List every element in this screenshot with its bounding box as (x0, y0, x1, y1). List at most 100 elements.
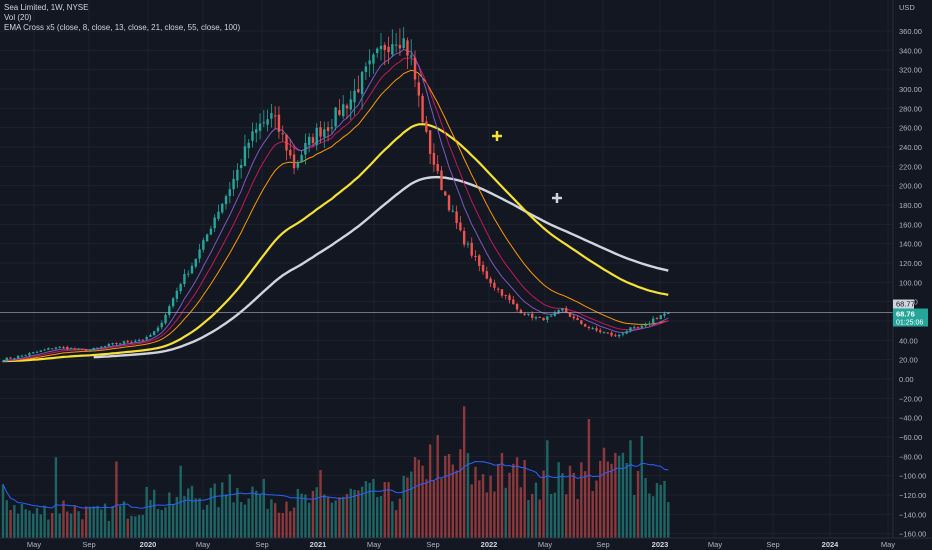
candle-body (364, 66, 368, 72)
volume-bar (323, 494, 326, 538)
candle-body (466, 243, 470, 245)
candle-body (179, 284, 182, 292)
volume-bar (73, 505, 77, 538)
volume-bar (9, 510, 12, 538)
time-axis[interactable]: May Sep 2020 May Sep 2021 May Sep 2022 May Sep 2023… (0, 537, 932, 549)
candle-body (168, 306, 171, 315)
candle-body (500, 289, 504, 296)
price-axis[interactable]: USD 360.00 340.00 320.00 300.00 280.00 260.00 2… (892, 0, 926, 550)
volume-bar (342, 496, 345, 538)
volume-bar (277, 512, 281, 538)
candle-body (523, 313, 526, 315)
volume-bar (221, 482, 224, 538)
volume-bar (111, 506, 114, 538)
x-tick-label: May (708, 540, 722, 549)
candle-body (13, 358, 16, 360)
volume-bar (141, 514, 145, 538)
volume-bar (153, 489, 156, 538)
volume-bar (489, 475, 492, 538)
legend-symbol[interactable]: Sea Limited, 1W, NYSE (4, 3, 89, 12)
candle-body (394, 44, 398, 46)
volume-bar (58, 513, 61, 538)
candle-body (43, 349, 46, 351)
candle-body (183, 274, 186, 285)
x-tick-label: May (196, 540, 210, 549)
candle-body (610, 332, 613, 336)
y-tick-label: −100.00 (899, 472, 926, 481)
volume-bar (88, 506, 92, 538)
y-tick-label: 100.00 (899, 278, 922, 287)
volume-bar (54, 457, 58, 538)
ema-21-line (2, 69, 669, 362)
volume-bar (636, 470, 640, 538)
candle-body (262, 122, 266, 124)
y-tick-label: 200.00 (899, 182, 922, 191)
candle-body (379, 45, 383, 50)
candle-body (323, 129, 326, 137)
volume-bar (134, 516, 137, 538)
volume-bar (315, 487, 318, 538)
candle-body (444, 191, 447, 196)
candle-body (602, 332, 606, 334)
volume-bar (667, 502, 670, 538)
candle-body (576, 318, 579, 320)
y-tick-label: −160.00 (899, 530, 926, 539)
candle-body (591, 327, 594, 329)
volume-bar (368, 482, 371, 538)
candle-body (239, 164, 243, 169)
volume-bar (485, 492, 489, 538)
price-label-1: 68.77 (893, 299, 915, 309)
volume-bar (394, 510, 398, 538)
candle-body (92, 347, 95, 351)
candle-body (413, 57, 417, 80)
y-tick-label: 120.00 (899, 259, 922, 268)
volume-bar (629, 440, 632, 538)
candle-body (565, 308, 568, 313)
candle-body (459, 222, 462, 231)
volume-bar (16, 513, 20, 538)
candles (1, 27, 670, 363)
candle-body (534, 317, 538, 319)
volume-bar (512, 463, 515, 538)
candle-body (171, 298, 175, 307)
volume-bar (35, 507, 39, 538)
volume-bar (319, 470, 322, 538)
volume-bar (580, 462, 583, 538)
volume-bar (644, 478, 647, 538)
legend-ema-cross[interactable]: EMA Cross x5 (close, 8, close, 13, close… (4, 23, 241, 32)
candle-body (406, 40, 409, 56)
y-tick-label: 220.00 (899, 162, 922, 171)
volume-bar (447, 454, 451, 538)
x-tick-label: Sep (426, 540, 439, 549)
volume-bar (292, 507, 296, 538)
candle-body (224, 196, 228, 205)
volume-bar (81, 519, 84, 538)
candle-body (32, 352, 35, 354)
candle-body (481, 264, 485, 272)
y-tick-label: −80.00 (899, 452, 922, 461)
candle-body (255, 129, 258, 133)
cross-marker-white (552, 193, 562, 203)
x-tick-label: Sep (766, 540, 779, 549)
volume-bar (383, 481, 386, 538)
volume-bar (217, 507, 220, 538)
volume-bar (255, 490, 258, 538)
volume-bar (595, 480, 598, 538)
candle-body (160, 322, 163, 328)
volume-bar (606, 461, 609, 538)
volume-bar (478, 480, 481, 538)
volume-bar (565, 494, 568, 538)
volume-bar (149, 499, 152, 538)
candle-body (315, 127, 318, 146)
candle-body (277, 114, 281, 132)
candle-body (519, 309, 523, 314)
y-tick-label: 20.00 (899, 356, 918, 365)
y-tick-label: 160.00 (899, 220, 922, 229)
legend-volume[interactable]: Vol (20) (4, 13, 32, 22)
y-tick-label: 40.00 (899, 336, 918, 345)
volume-bar (583, 471, 587, 538)
candle-body (300, 154, 303, 163)
candle-body (149, 335, 152, 337)
volume-bar (474, 466, 477, 538)
